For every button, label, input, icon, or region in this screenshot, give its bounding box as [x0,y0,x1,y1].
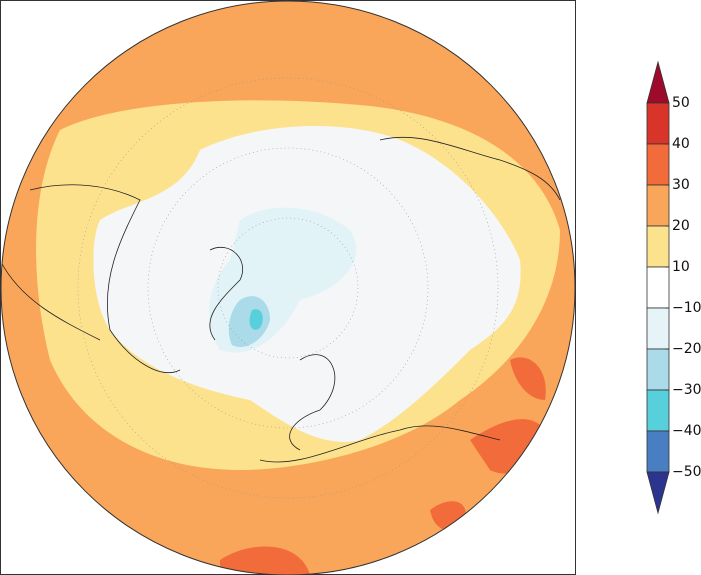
graticule [77,77,499,499]
hot-patch [510,357,546,400]
colorbar-bin [646,143,670,186]
colorbar-bin [646,266,670,309]
colorbar-bin [646,389,670,432]
colorbar: 50 40 30 20 10 −10 −20 −30 −40 −50 [646,60,701,515]
colorbar-bin [646,348,670,391]
colorbar-tick-label: 40 [672,136,690,152]
colorbar-tick-label: 30 [672,177,690,193]
colorbar-tick-label: −10 [672,300,701,316]
colorbar-tick-label: −40 [672,423,701,439]
colorbar-tick-label: −20 [672,341,701,357]
colorbar-bin [646,307,670,350]
cold-core [228,296,270,348]
colorbar-bin [646,225,670,268]
hot-patch [220,546,310,575]
colorbar-tick-label: −30 [672,382,701,398]
colorbar-tick-label: 20 [672,218,690,234]
map-outline [0,0,576,575]
colorbar-bin [646,184,670,227]
colorbar-bin [646,102,670,145]
colorbar-extension [646,60,670,104]
polar-map [1,1,575,575]
colorbar-tick-label: 50 [672,95,690,111]
coldest-core [249,309,263,330]
colorbar-tick-label: −50 [672,464,701,480]
colorbar-extension [646,471,670,515]
colorbar-tick-label: 10 [672,259,690,275]
colorbar-bin [646,430,670,473]
coastlines [1,136,561,463]
